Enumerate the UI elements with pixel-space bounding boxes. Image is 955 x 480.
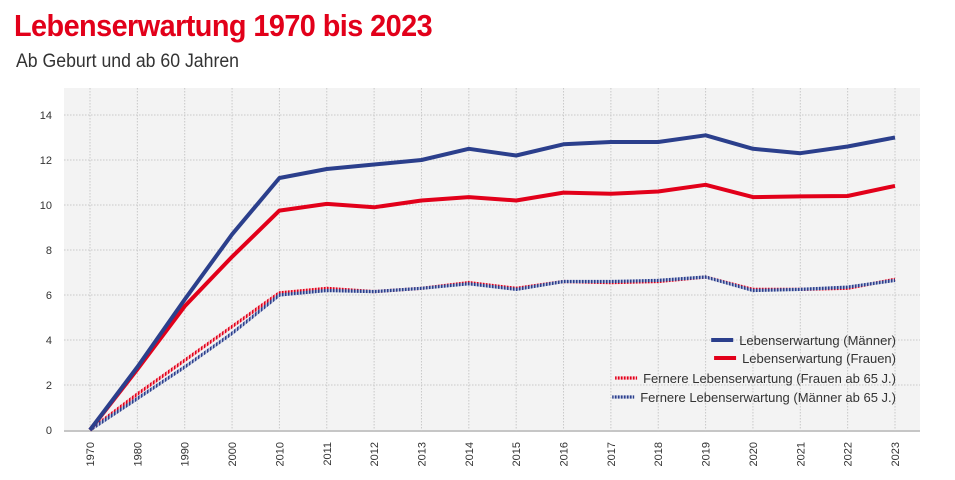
x-tick-label: 2014 (464, 442, 476, 466)
y-tick-label: 12 (40, 155, 52, 167)
legend-label: Fernere Lebenserwartung (Frauen ab 65 J.… (643, 371, 896, 386)
series-line-4 (89, 275, 896, 432)
x-tick-label: 2017 (606, 442, 618, 466)
x-tick-label: 2023 (890, 442, 902, 466)
series-line-2 (88, 182, 896, 432)
x-tick-label: 2013 (416, 442, 428, 466)
y-tick-label: 14 (40, 110, 52, 122)
x-tick-label: 2016 (559, 442, 571, 466)
x-tick-label: 1990 (180, 442, 192, 466)
x-tick-label: 2012 (369, 442, 381, 466)
y-tick-label: 8 (46, 245, 52, 257)
x-tick-label: 1970 (85, 442, 97, 466)
legend-label: Fernere Lebenserwartung (Männer ab 65 J.… (640, 390, 896, 405)
x-tick-label: 2021 (795, 442, 807, 466)
y-tick-label: 2 (46, 380, 52, 392)
x-tick-label: 1980 (132, 442, 144, 466)
y-tick-label: 6 (46, 290, 52, 302)
x-tick-label: 2000 (227, 442, 239, 466)
x-tick-label: 2011 (322, 442, 334, 466)
y-tick-label: 10 (40, 200, 52, 212)
y-tick-label: 0 (46, 425, 52, 437)
x-tick-label: 2018 (653, 442, 665, 466)
x-tick-label: 2015 (511, 442, 523, 466)
plot-area (64, 88, 920, 432)
legend-label: Lebenserwartung (Männer) (739, 333, 896, 348)
x-tick-label: 2022 (843, 442, 855, 466)
chart-subtitle: Ab Geburt und ab 60 Jahren (16, 51, 240, 72)
series-line-1 (88, 133, 896, 432)
x-tick-label: 2010 (274, 442, 286, 466)
legend-label: Lebenserwartung (Frauen) (742, 351, 896, 366)
x-tick-label: 2020 (748, 442, 760, 466)
chart-title: Lebenserwartung 1970 bis 2023 (14, 8, 433, 43)
y-tick-label: 4 (46, 335, 52, 347)
x-tick-label: 2019 (701, 442, 713, 466)
